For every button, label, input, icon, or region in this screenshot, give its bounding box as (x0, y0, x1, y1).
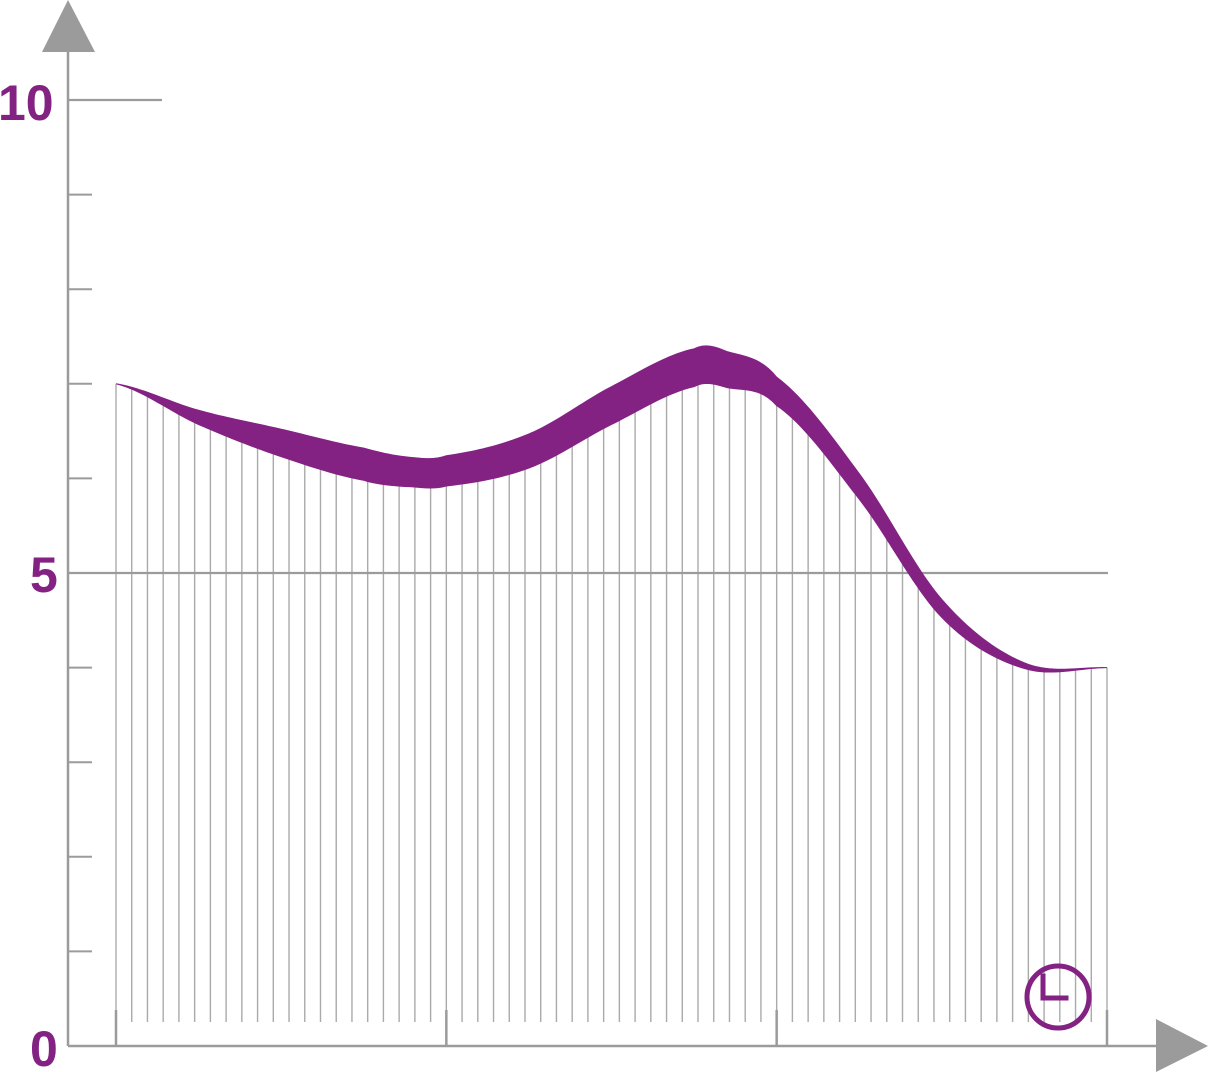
series-band (115, 345, 1108, 673)
clock-icon (1024, 963, 1092, 1031)
y-axis-arrow (42, 0, 95, 52)
y-tick-label-0: 0 (30, 1021, 58, 1072)
hatch-lines (115, 383, 1108, 1022)
series-band-area (115, 345, 1108, 673)
y-tick-label-5: 5 (30, 547, 58, 603)
y-tick-label-10: 10 (0, 75, 54, 131)
tick-labels: 10 5 0 (0, 75, 58, 1072)
clock-hands (1040, 973, 1069, 1001)
x-axis-arrow (1156, 1019, 1208, 1072)
clock-face (1024, 963, 1092, 1031)
axes (42, 0, 1208, 1072)
